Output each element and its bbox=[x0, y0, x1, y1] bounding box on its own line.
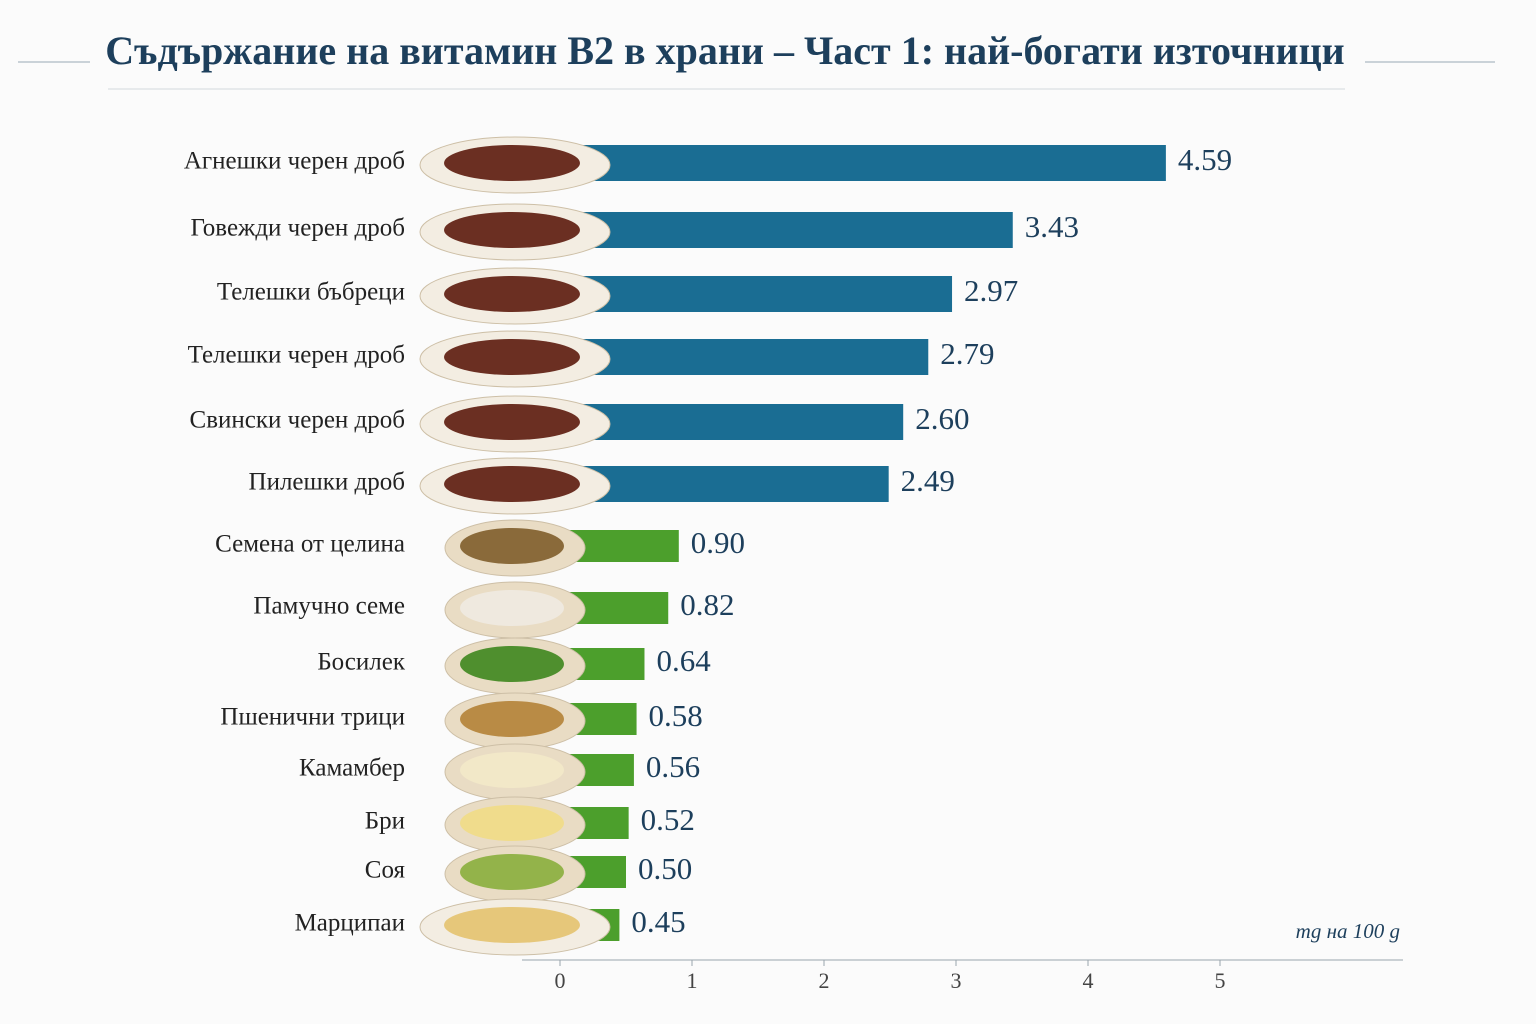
food-item bbox=[460, 805, 564, 841]
x-tick-label: 5 bbox=[1215, 968, 1226, 993]
category-label: Памучно семе bbox=[253, 593, 405, 620]
bar bbox=[560, 276, 953, 312]
x-tick-label: 3 bbox=[951, 968, 962, 993]
x-tick-label: 0 bbox=[555, 968, 566, 993]
category-label: Семена от целина bbox=[215, 531, 405, 558]
x-tick-label: 2 bbox=[819, 968, 830, 993]
category-label: Пшенични трици bbox=[220, 704, 405, 731]
food-item bbox=[444, 339, 580, 375]
value-label: 2.79 bbox=[940, 336, 994, 371]
category-label: Соя bbox=[365, 857, 406, 884]
food-item bbox=[444, 276, 580, 312]
category-label: Телешки черен дроб bbox=[188, 342, 405, 369]
value-label: 2.60 bbox=[915, 401, 969, 436]
value-label: 0.50 bbox=[638, 851, 692, 886]
value-label: 0.45 bbox=[631, 904, 685, 939]
category-label: Телешки бъбреци bbox=[217, 279, 405, 306]
value-label: 4.59 bbox=[1178, 142, 1232, 177]
category-label: Камамбер bbox=[299, 755, 405, 782]
axis-unit: mg на 100 g bbox=[1296, 919, 1400, 943]
value-label: 0.82 bbox=[680, 587, 734, 622]
value-label: 2.97 bbox=[964, 273, 1018, 308]
value-label: 2.49 bbox=[901, 463, 955, 498]
value-label: 0.64 bbox=[656, 643, 711, 678]
food-item bbox=[444, 212, 580, 248]
value-label: 0.58 bbox=[649, 698, 703, 733]
bar bbox=[560, 466, 889, 502]
category-label: Пилешки дроб bbox=[249, 469, 405, 496]
food-item bbox=[444, 145, 580, 181]
food-item bbox=[460, 701, 564, 737]
food-item bbox=[444, 466, 580, 502]
value-label: 3.43 bbox=[1025, 209, 1079, 244]
category-label: Босилек bbox=[317, 649, 406, 676]
bar bbox=[560, 212, 1013, 248]
food-item bbox=[444, 404, 580, 440]
value-label: 0.90 bbox=[691, 525, 745, 560]
value-label: 0.52 bbox=[641, 802, 695, 837]
food-item bbox=[460, 590, 564, 626]
x-tick-label: 4 bbox=[1083, 968, 1094, 993]
x-tick-label: 1 bbox=[687, 968, 698, 993]
category-label: Марципаи bbox=[295, 910, 405, 937]
category-label: Свински черен дроб bbox=[190, 407, 405, 434]
value-label: 0.56 bbox=[646, 749, 700, 784]
food-item bbox=[444, 907, 580, 943]
category-label: Говежди черен дроб bbox=[191, 215, 405, 242]
category-label: Агнешки черен дроб bbox=[184, 148, 405, 175]
food-item bbox=[460, 752, 564, 788]
chart-title: Съдържание на витамин B2 в храни – Част … bbox=[105, 28, 1344, 73]
bar bbox=[560, 339, 929, 375]
bar bbox=[560, 145, 1166, 181]
bar bbox=[560, 404, 904, 440]
category-label: Бри bbox=[365, 808, 405, 835]
food-item bbox=[460, 854, 564, 890]
food-item bbox=[460, 528, 564, 564]
food-item bbox=[460, 646, 564, 682]
